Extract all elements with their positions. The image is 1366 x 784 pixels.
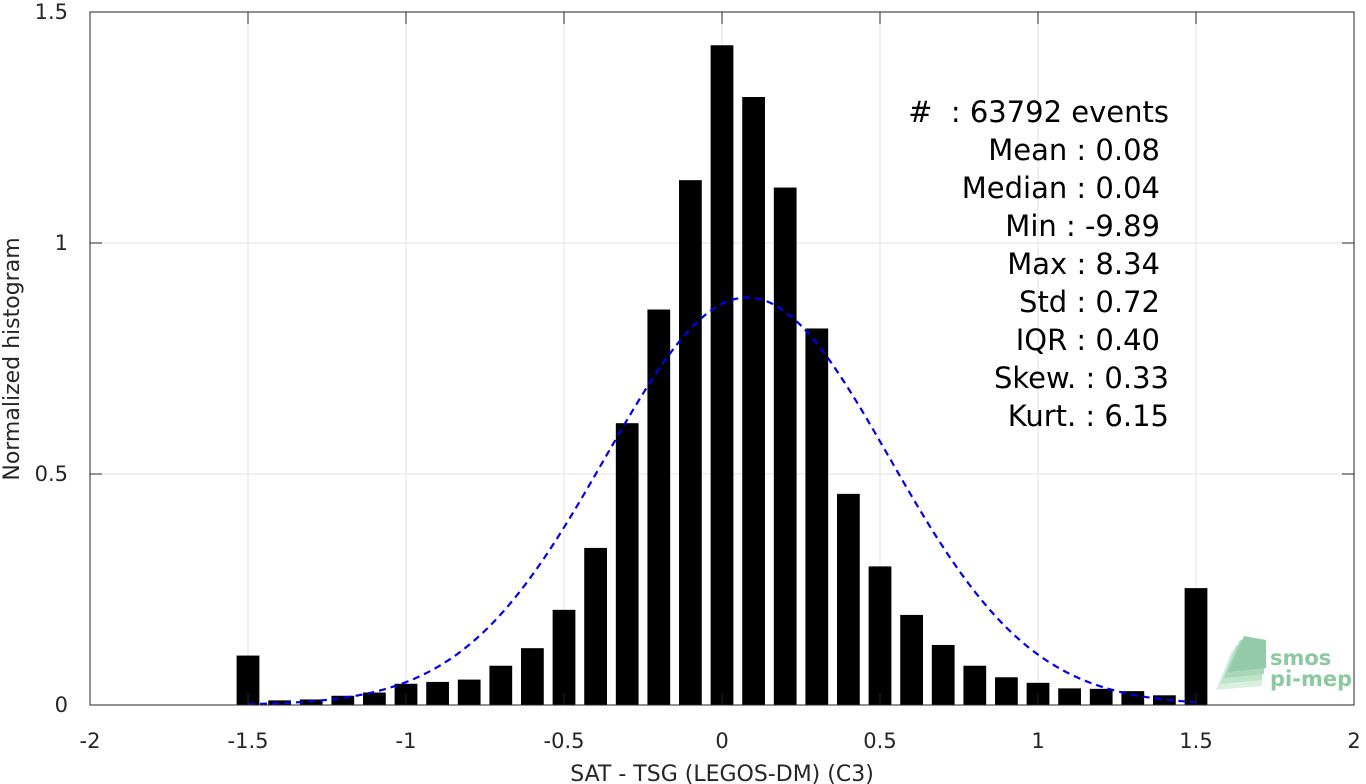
histogram-bar: [1121, 691, 1145, 705]
histogram-bar: [647, 309, 671, 705]
y-tick-label: 1: [55, 231, 68, 255]
histogram-bar: [268, 700, 291, 705]
logo-text-smos: smos: [1270, 646, 1331, 670]
histogram-bar: [931, 644, 955, 705]
histogram-bar: [900, 614, 923, 705]
stat-kurt: Kurt. : 6.15: [1008, 399, 1169, 433]
x-tick-label: -1: [396, 729, 417, 753]
x-tick-label: 1: [1031, 729, 1044, 753]
x-tick-label: 2: [1347, 729, 1360, 753]
histogram-bar: [995, 677, 1018, 705]
histogram-bar: [615, 423, 639, 705]
histogram-bars: [236, 45, 1208, 706]
histogram-bar: [521, 648, 544, 705]
x-tick-label: -0.5: [544, 729, 585, 753]
histogram-bar: [1153, 695, 1176, 705]
stat-median: Median : 0.04: [962, 171, 1160, 205]
x-tick-label: 0: [715, 729, 728, 753]
histogram-bar: [837, 493, 860, 705]
histogram-bar: [679, 180, 702, 706]
histogram-bar: [457, 679, 481, 705]
histogram-bar: [489, 665, 513, 705]
x-tick-label: 1.5: [1179, 729, 1212, 753]
histogram-bar: [363, 692, 386, 705]
normal-fit-curve: [247, 296, 1197, 706]
y-tick-label: 0: [55, 693, 68, 717]
histogram-bar: [742, 97, 765, 706]
histogram-bar: [584, 547, 607, 705]
stat-events: # : 63792 events: [908, 95, 1169, 129]
x-tick-label: -2: [80, 729, 101, 753]
logo-layers-icon: [1216, 636, 1266, 690]
histogram-bar: [868, 566, 892, 705]
histogram-bar: [552, 609, 576, 705]
x-axis-ticks: -2 -1.5 -1 -0.5 0 0.5 1 1.5 2: [80, 12, 1361, 753]
histogram-bar: [1184, 588, 1208, 705]
histogram-bar: [331, 695, 355, 705]
y-tick-label: 1.5: [35, 0, 68, 24]
stat-std: Std : 0.72: [1019, 285, 1160, 319]
histogram-bar: [963, 665, 987, 705]
y-axis-ticks: 0 0.5 1 1.5: [35, 0, 1354, 717]
histogram-bar: [805, 328, 829, 705]
smos-pimep-logo: smos pi-mep: [1216, 636, 1352, 691]
statistics-annotation: # : 63792 events Mean : 0.08 Median : 0.…: [908, 95, 1169, 433]
histogram-bar: [1089, 688, 1113, 705]
stat-skew: Skew. : 0.33: [994, 361, 1169, 395]
stat-max: Max : 8.34: [1007, 247, 1160, 281]
histogram-bar: [426, 681, 449, 705]
histogram-bar: [1058, 688, 1081, 705]
histogram-bar: [773, 187, 797, 705]
x-tick-label: -1.5: [228, 729, 269, 753]
x-axis-label: SAT - TSG (LEGOS-DM) (C3): [570, 762, 874, 784]
histogram-bar: [710, 45, 734, 706]
y-axis-label: Normalized histogram: [0, 237, 25, 480]
histogram-bar: [236, 655, 260, 705]
stat-iqr: IQR : 0.40: [1016, 323, 1160, 357]
stat-mean: Mean : 0.08: [988, 133, 1160, 167]
logo-text-pimep: pi-mep: [1270, 667, 1352, 691]
x-tick-label: 0.5: [863, 729, 896, 753]
y-tick-label: 0.5: [35, 462, 68, 486]
stat-min: Min : -9.89: [1005, 209, 1160, 243]
